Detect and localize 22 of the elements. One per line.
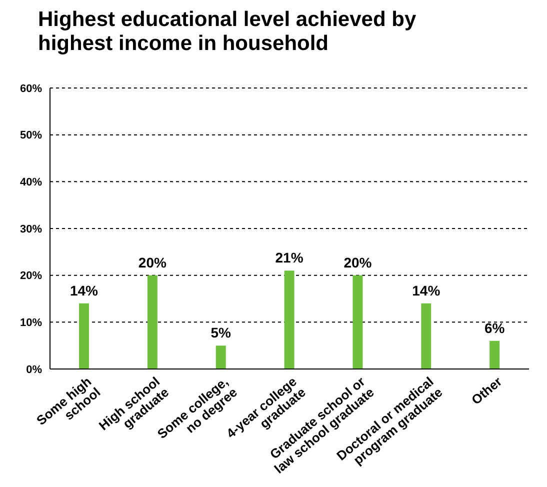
bar [79,303,89,369]
data-label: 21% [275,250,304,266]
y-tick-label: 40% [20,176,42,189]
bar [216,346,226,369]
chart-title: Highest educational level achieved by highest income in household [38,8,418,56]
y-tick-label: 20% [20,270,42,282]
data-label: 14% [70,282,99,298]
data-label: 20% [344,254,372,270]
data-label: 6% [484,320,506,336]
data-label: 14% [412,282,441,298]
bar [421,303,432,369]
y-tick-label: 0% [26,364,42,376]
y-tick-label: 10% [20,317,42,330]
bar [352,275,363,369]
data-label: 5% [210,324,232,341]
y-tick-label: 30% [20,223,42,236]
bar [284,270,294,369]
bar [490,340,500,369]
y-tick-label: 60% [20,82,42,95]
data-label: 20% [138,254,167,270]
bar [147,275,158,369]
y-tick-label: 50% [20,130,42,142]
